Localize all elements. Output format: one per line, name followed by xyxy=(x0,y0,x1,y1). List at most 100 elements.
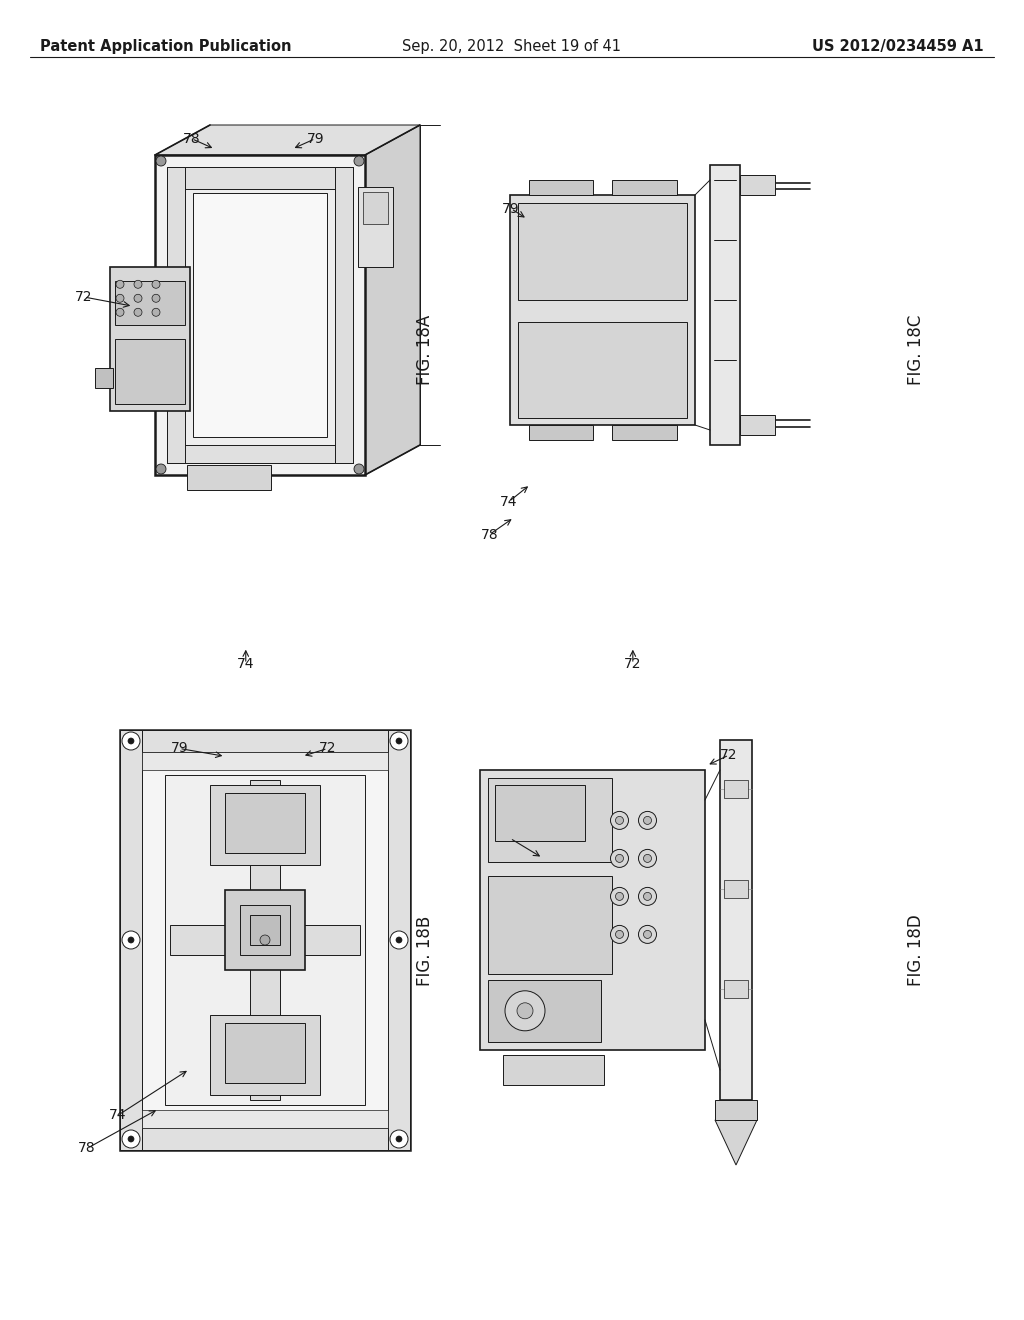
Bar xyxy=(488,979,600,1041)
Bar xyxy=(724,979,748,998)
Polygon shape xyxy=(155,125,420,154)
Bar xyxy=(724,880,748,898)
Circle shape xyxy=(128,1137,134,1142)
Text: FIG. 18C: FIG. 18C xyxy=(907,314,926,385)
Bar xyxy=(120,730,142,1150)
Circle shape xyxy=(643,931,651,939)
Polygon shape xyxy=(715,1119,757,1166)
Text: 74: 74 xyxy=(237,657,255,671)
Circle shape xyxy=(152,280,160,288)
Bar xyxy=(518,203,687,300)
Bar xyxy=(388,730,410,1150)
Circle shape xyxy=(610,812,629,829)
Bar xyxy=(710,165,740,445)
Circle shape xyxy=(152,294,160,302)
Bar xyxy=(250,780,280,1100)
Bar xyxy=(720,741,752,1100)
Circle shape xyxy=(116,294,124,302)
Bar xyxy=(142,1110,388,1129)
Bar xyxy=(170,925,360,954)
Polygon shape xyxy=(210,125,420,445)
Bar xyxy=(740,414,775,436)
Text: 74: 74 xyxy=(109,1109,127,1122)
Circle shape xyxy=(505,991,545,1031)
Circle shape xyxy=(128,937,134,942)
Text: 72: 72 xyxy=(318,742,337,755)
Text: 78: 78 xyxy=(480,528,499,541)
Bar xyxy=(240,906,290,954)
Bar xyxy=(724,780,748,799)
Bar xyxy=(611,425,677,440)
Bar xyxy=(225,793,305,853)
Bar xyxy=(110,267,190,411)
Bar xyxy=(488,777,611,862)
Text: 79: 79 xyxy=(170,742,188,755)
Circle shape xyxy=(615,892,624,900)
Bar xyxy=(528,180,593,195)
Bar xyxy=(528,425,593,440)
Bar xyxy=(250,915,280,945)
Bar xyxy=(335,168,353,463)
Circle shape xyxy=(396,1137,402,1142)
Text: 72: 72 xyxy=(720,748,738,762)
Circle shape xyxy=(260,935,270,945)
Text: 78: 78 xyxy=(78,1142,96,1155)
Circle shape xyxy=(643,854,651,862)
Text: 78: 78 xyxy=(501,832,519,845)
Bar xyxy=(358,187,393,267)
Circle shape xyxy=(396,738,402,744)
Bar xyxy=(142,752,388,770)
Polygon shape xyxy=(365,125,420,475)
Bar xyxy=(120,1129,410,1150)
Circle shape xyxy=(354,156,364,166)
Bar xyxy=(611,180,677,195)
Circle shape xyxy=(134,294,142,302)
Bar xyxy=(95,368,113,388)
Text: FIG. 18B: FIG. 18B xyxy=(416,915,434,986)
Circle shape xyxy=(156,465,166,474)
Circle shape xyxy=(610,887,629,906)
Circle shape xyxy=(610,849,629,867)
Text: 79: 79 xyxy=(502,202,520,215)
Circle shape xyxy=(390,733,408,750)
Bar xyxy=(167,168,353,189)
Bar xyxy=(115,281,185,325)
Bar xyxy=(715,1100,757,1119)
Bar xyxy=(488,876,611,974)
Bar xyxy=(740,176,775,195)
Circle shape xyxy=(354,465,364,474)
Circle shape xyxy=(639,887,656,906)
Bar xyxy=(225,1023,305,1082)
Circle shape xyxy=(128,738,134,744)
Bar xyxy=(165,775,365,1105)
Circle shape xyxy=(116,280,124,288)
Bar xyxy=(518,322,687,418)
Circle shape xyxy=(396,937,402,942)
Circle shape xyxy=(615,854,624,862)
Circle shape xyxy=(122,931,140,949)
Circle shape xyxy=(643,892,651,900)
Bar xyxy=(503,1055,604,1085)
Circle shape xyxy=(122,1130,140,1148)
Circle shape xyxy=(639,849,656,867)
Circle shape xyxy=(152,309,160,317)
Circle shape xyxy=(639,812,656,829)
Text: Patent Application Publication: Patent Application Publication xyxy=(40,40,292,54)
Text: 79: 79 xyxy=(306,132,325,145)
Bar xyxy=(186,465,270,490)
Bar xyxy=(495,785,585,841)
Bar xyxy=(167,168,185,463)
Text: FIG. 18A: FIG. 18A xyxy=(416,314,434,385)
Bar xyxy=(510,195,695,425)
Bar xyxy=(210,1015,319,1096)
Text: 72: 72 xyxy=(624,657,642,671)
Circle shape xyxy=(639,925,656,944)
Circle shape xyxy=(134,280,142,288)
Circle shape xyxy=(643,816,651,825)
Circle shape xyxy=(116,309,124,317)
Text: FIG. 18D: FIG. 18D xyxy=(907,915,926,986)
Bar xyxy=(167,445,353,463)
Bar xyxy=(210,785,319,865)
Polygon shape xyxy=(155,154,365,475)
Circle shape xyxy=(615,931,624,939)
